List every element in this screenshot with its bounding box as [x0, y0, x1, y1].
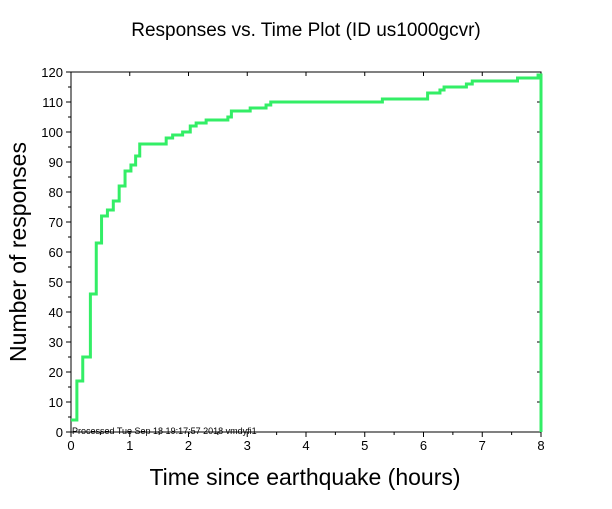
series-line-1 [71, 73, 543, 432]
chart-title: Responses vs. Time Plot (ID us1000gcvr) [131, 20, 481, 41]
x-tick-label: 4 [302, 438, 309, 453]
y-tick-label: 110 [42, 95, 63, 110]
x-tick-label: 2 [185, 438, 192, 453]
x-tick-label: 7 [479, 438, 486, 453]
y-tick-label: 70 [49, 215, 63, 230]
y-tick-label: 50 [49, 275, 63, 290]
x-tick-label: 1 [126, 438, 133, 453]
y-tick-label: 120 [41, 65, 63, 80]
x-tick-label: 6 [420, 438, 427, 453]
x-tick-label: 3 [244, 438, 251, 453]
y-tick-label: 30 [49, 335, 63, 350]
y-tick-label: 100 [41, 125, 63, 140]
y-tick-label: 10 [49, 395, 63, 410]
x-tick-label: 8 [537, 438, 544, 453]
x-axis-label: Time since earthquake (hours) [149, 464, 460, 490]
y-tick-label: 90 [49, 155, 63, 170]
processed-annotation: Processed Tue Sep 18 19:17:57 2018 vmdyf… [72, 426, 257, 436]
y-tick-label: 40 [49, 305, 63, 320]
y-axis-label: Number of responses [5, 142, 31, 362]
y-tick-label: 60 [49, 245, 63, 260]
x-tick-label: 0 [67, 438, 74, 453]
x-tick-label: 5 [361, 438, 368, 453]
y-tick-label: 0 [56, 425, 63, 440]
y-tick-label: 80 [49, 185, 63, 200]
plot-frame [70, 71, 542, 433]
y-tick-label: 20 [49, 365, 63, 380]
